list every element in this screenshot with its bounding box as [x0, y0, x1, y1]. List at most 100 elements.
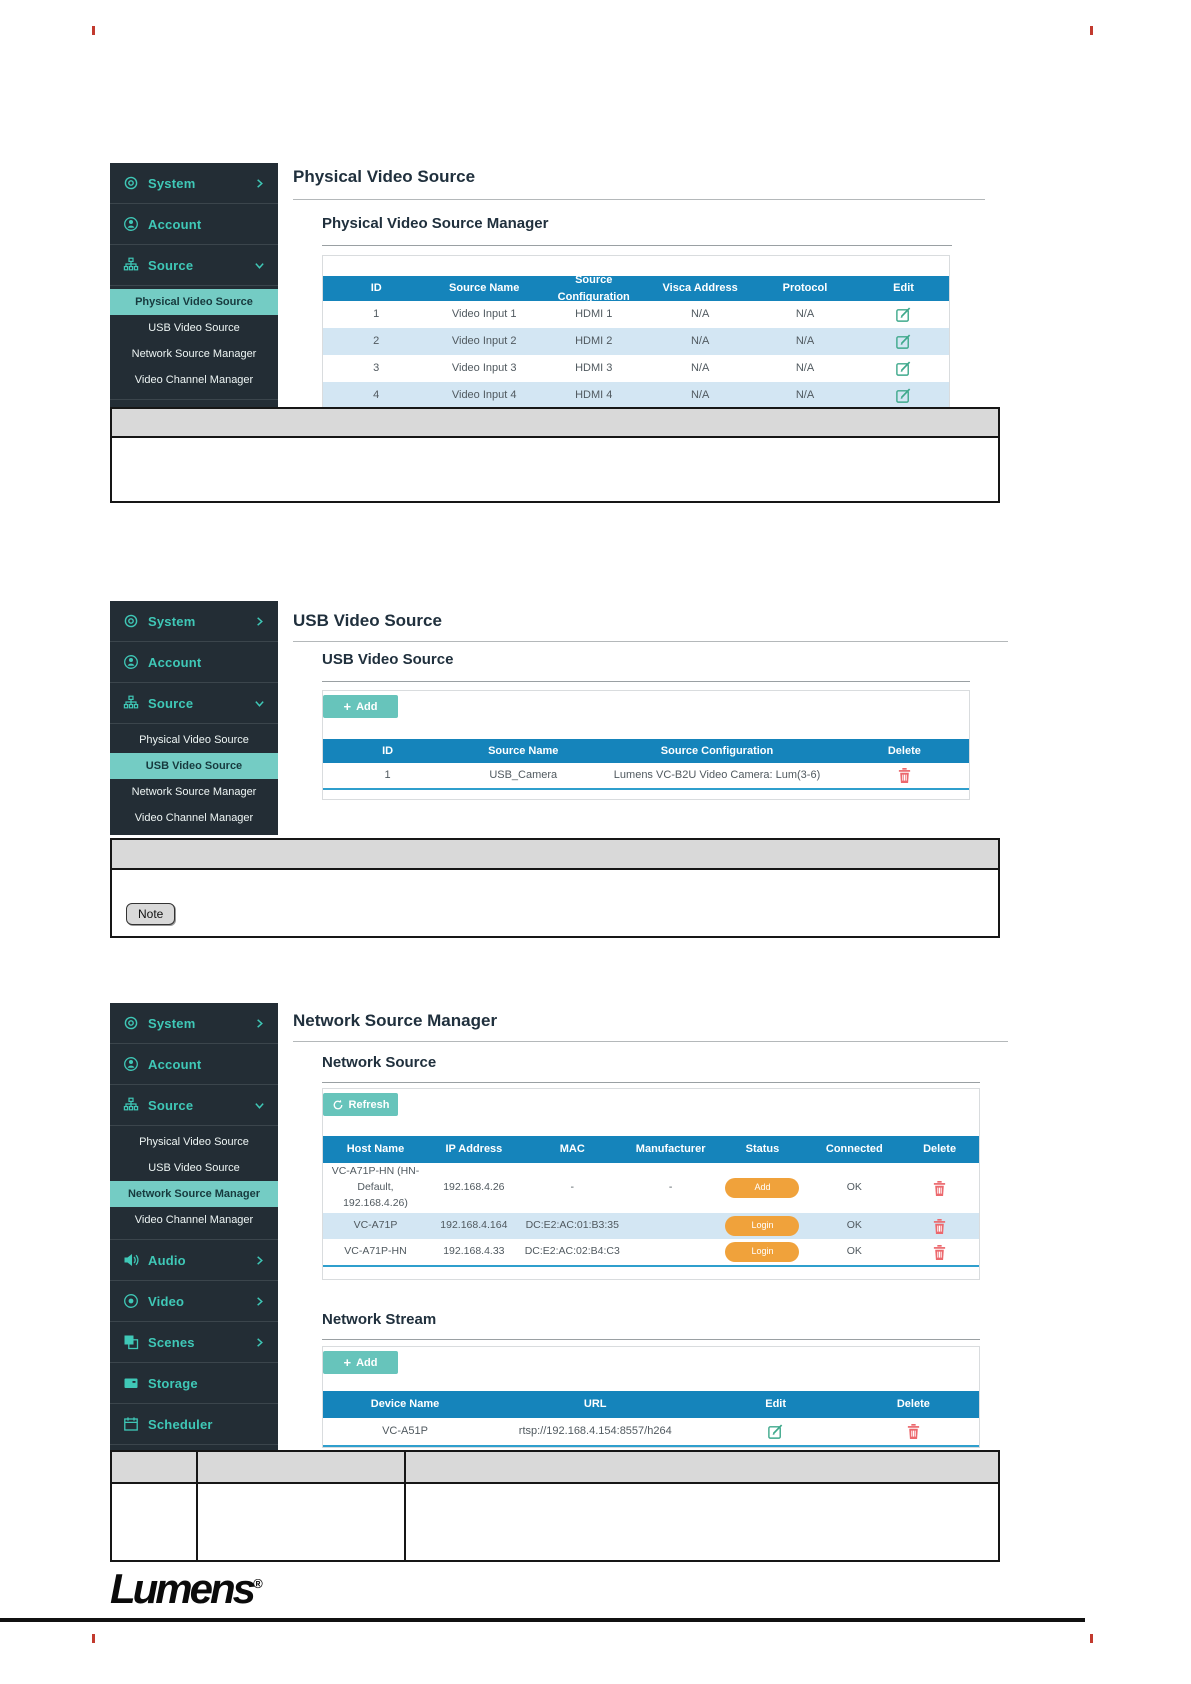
column-header: Status: [745, 1143, 780, 1156]
delete-icon[interactable]: [932, 1218, 947, 1235]
sidebar-item-label: Source: [148, 257, 194, 273]
gear-icon: [123, 175, 139, 191]
sidebar-item-source[interactable]: Source: [110, 1085, 278, 1126]
sidebar-item-label: System: [148, 613, 196, 629]
edit-icon[interactable]: [895, 360, 912, 377]
sidebar-item-system[interactable]: System: [110, 1003, 278, 1044]
edit-icon[interactable]: [895, 306, 912, 323]
delete-icon[interactable]: [932, 1180, 947, 1197]
sidebar-item-label: Account: [148, 216, 202, 232]
cell-source-config: HDMI 1: [575, 308, 613, 321]
sidebar-item-audio[interactable]: Audio: [110, 1240, 278, 1281]
source-submenu: Physical Video Source USB Video Source N…: [110, 724, 278, 835]
sidebar-item-source[interactable]: Source: [110, 245, 278, 286]
page-title: USB Video Source: [293, 611, 442, 630]
sidebar-item-usb-video-source[interactable]: USB Video Source: [110, 753, 278, 779]
status-button[interactable]: Add: [725, 1178, 800, 1198]
margin-mark: [92, 26, 95, 35]
user-icon: [123, 1056, 139, 1072]
cell-visca: N/A: [690, 335, 710, 348]
sidebar-item-account[interactable]: Account: [110, 642, 278, 683]
chevron-down-icon: [254, 698, 265, 709]
chevron-right-icon: [254, 1255, 265, 1266]
table-header-row: ID Source Name Source Configuration Visc…: [323, 274, 949, 303]
cell-source-name: Video Input 4: [451, 389, 517, 402]
network-source-table: Refresh Host Name IP Address MAC Manufac…: [322, 1088, 980, 1280]
sidebar-item-system[interactable]: System: [110, 601, 278, 642]
add-button-label: Add: [356, 1356, 378, 1369]
cell-host-name: VC-A71P-HN (HN-Default, 192.168.4.26): [331, 1165, 420, 1209]
note-button[interactable]: Note: [126, 903, 176, 925]
sidebar-item-network-source-manager[interactable]: Network Source Manager: [131, 786, 257, 798]
cell-source-name: USB_Camera: [489, 769, 558, 782]
cell-connected: OK: [846, 1245, 862, 1258]
sidebar-item-video-channel-manager[interactable]: Video Channel Manager: [134, 812, 254, 824]
cell-source-config: HDMI 2: [575, 335, 613, 348]
refresh-icon: [332, 1099, 344, 1111]
sidebar-item-scenes[interactable]: Scenes: [110, 1322, 278, 1363]
sidebar-item-account[interactable]: Account: [110, 204, 278, 245]
speaker-icon: [123, 1252, 139, 1268]
table-row: VC-A51P rtsp://192.168.4.154:8557/h264: [323, 1418, 979, 1447]
description-table-cell: [112, 1484, 198, 1560]
section-title: Network Stream: [322, 1311, 437, 1328]
app-sidebar: System Account Source Physical Video Sou…: [110, 601, 278, 835]
status-button[interactable]: Login: [725, 1242, 800, 1262]
edit-icon[interactable]: [895, 333, 912, 350]
table-row: 1 Video Input 1 HDMI 1 N/A N/A: [323, 301, 949, 328]
description-table-header-cell: [198, 1452, 406, 1484]
sidebar-item-video-channel-manager[interactable]: Video Channel Manager: [134, 1214, 254, 1226]
source-submenu: Physical Video Source USB Video Source N…: [110, 1126, 278, 1240]
sidebar-item-physical-video-source[interactable]: Physical Video Source: [139, 1136, 249, 1148]
cell-protocol: N/A: [795, 335, 815, 348]
column-header: Connected: [825, 1143, 883, 1156]
sidebar-item-system[interactable]: System: [110, 163, 278, 204]
sidebar-item-usb-video-source[interactable]: USB Video Source: [148, 322, 240, 334]
cell-manufacturer: [625, 1251, 717, 1253]
edit-icon[interactable]: [767, 1423, 784, 1440]
column-header: ID: [382, 744, 394, 757]
sidebar-item-scheduler[interactable]: Scheduler: [110, 1404, 278, 1445]
sidebar-item-physical-video-source[interactable]: Physical Video Source: [139, 734, 249, 746]
margin-mark: [92, 1634, 95, 1643]
refresh-button[interactable]: Refresh: [323, 1093, 398, 1116]
sidebar-item-physical-video-source[interactable]: Physical Video Source: [110, 289, 278, 315]
storage-icon: [123, 1375, 139, 1391]
status-button[interactable]: Login: [725, 1216, 800, 1236]
sidebar-item-usb-video-source[interactable]: USB Video Source: [148, 1162, 240, 1174]
divider: [322, 681, 970, 682]
delete-icon[interactable]: [932, 1244, 947, 1261]
add-button[interactable]: + Add: [323, 695, 398, 718]
cell-id: 2: [373, 335, 380, 348]
table-row: VC-A71P-HN (HN-Default, 192.168.4.26) 19…: [323, 1163, 979, 1213]
edit-icon[interactable]: [895, 387, 912, 404]
cell-source-config: HDMI 4: [575, 389, 613, 402]
cell-mac: DC:E2:AC:02:B4:C3: [524, 1245, 620, 1258]
description-table-header: [110, 407, 1000, 438]
delete-icon[interactable]: [897, 767, 912, 784]
sidebar-item-account[interactable]: Account: [110, 1044, 278, 1085]
add-button[interactable]: + Add: [323, 1351, 398, 1374]
physical-source-table: ID Source Name Source Configuration Visc…: [322, 255, 950, 409]
cell-source-name: Video Input 1: [451, 308, 517, 321]
cell-host-name: VC-A71P: [353, 1219, 398, 1232]
sidebar-item-network-source-manager[interactable]: Network Source Manager: [110, 1181, 278, 1207]
sidebar-item-video-channel-manager[interactable]: Video Channel Manager: [134, 374, 254, 386]
cell-mac: DC:E2:AC:01:B3:35: [525, 1219, 619, 1232]
column-header: Edit: [893, 282, 914, 295]
sidebar-item-storage[interactable]: Storage: [110, 1363, 278, 1404]
cell-connected: OK: [846, 1219, 862, 1232]
sidebar-item-video[interactable]: Video: [110, 1281, 278, 1322]
page-title: Network Source Manager: [293, 1011, 498, 1030]
sidebar-item-source[interactable]: Source: [110, 683, 278, 724]
delete-icon[interactable]: [906, 1423, 921, 1440]
divider: [293, 641, 1008, 642]
app-sidebar: System Account Source Physical Video Sou…: [110, 163, 278, 407]
sidebar-item-network-source-manager[interactable]: Network Source Manager: [131, 348, 257, 360]
cell-source-config: HDMI 3: [575, 362, 613, 375]
column-header: Source Name: [449, 282, 520, 295]
cell-connected: OK: [846, 1181, 862, 1194]
description-table-header-cell: [406, 1452, 998, 1484]
column-header: Source Name: [488, 744, 559, 757]
description-table-header: [110, 838, 1000, 870]
